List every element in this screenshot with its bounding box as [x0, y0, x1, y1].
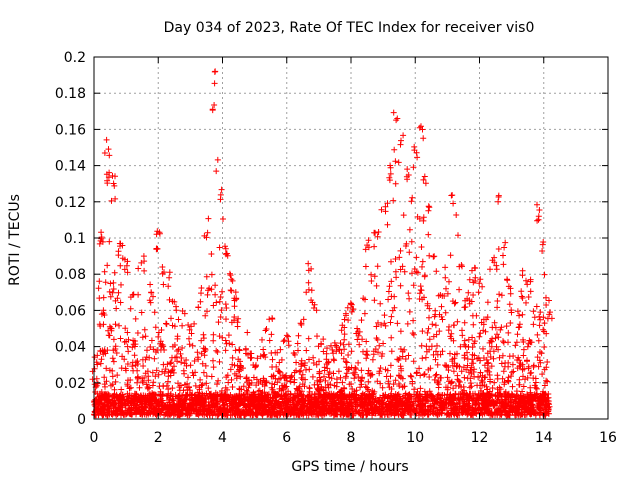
y-tick-label: 0.02 [55, 376, 86, 392]
data-points [89, 68, 555, 419]
x-tick-label: 2 [154, 430, 163, 446]
x-tick-label: 16 [599, 430, 617, 446]
y-tick-label: 0.04 [55, 340, 86, 356]
y-tick-label: 0 [77, 412, 86, 428]
y-axis-ticks: 0 0.02 0.04 0.06 0.08 0.1 0.12 0.14 0.16 0.18 0.2 [55, 50, 608, 428]
y-tick-label: 0.12 [55, 195, 86, 211]
x-tick-label: 12 [471, 430, 489, 446]
y-tick-label: 0.18 [55, 86, 86, 102]
y-axis-label: ROTI / TECUs [7, 194, 23, 286]
y-tick-label: 0.06 [55, 303, 86, 319]
x-tick-label: 8 [347, 430, 356, 446]
y-tick-label: 0.14 [55, 159, 86, 175]
y-tick-label: 0.16 [55, 122, 86, 138]
roti-markers [89, 68, 555, 419]
y-tick-label: 0.1 [64, 231, 86, 247]
y-tick-label: 0.08 [55, 267, 86, 283]
x-tick-label: 4 [218, 430, 227, 446]
x-axis-label: GPS time / hours [291, 459, 408, 475]
x-tick-label: 10 [406, 430, 424, 446]
x-tick-label: 6 [282, 430, 291, 446]
grid [94, 57, 608, 419]
x-axis-ticks: 0 2 4 6 8 10 12 14 16 [90, 57, 617, 446]
y-tick-label: 0.2 [64, 50, 86, 66]
x-tick-label: 0 [90, 430, 99, 446]
x-tick-label: 14 [535, 430, 553, 446]
chart-title: Day 034 of 2023, Rate Of TEC Index for r… [164, 20, 535, 36]
